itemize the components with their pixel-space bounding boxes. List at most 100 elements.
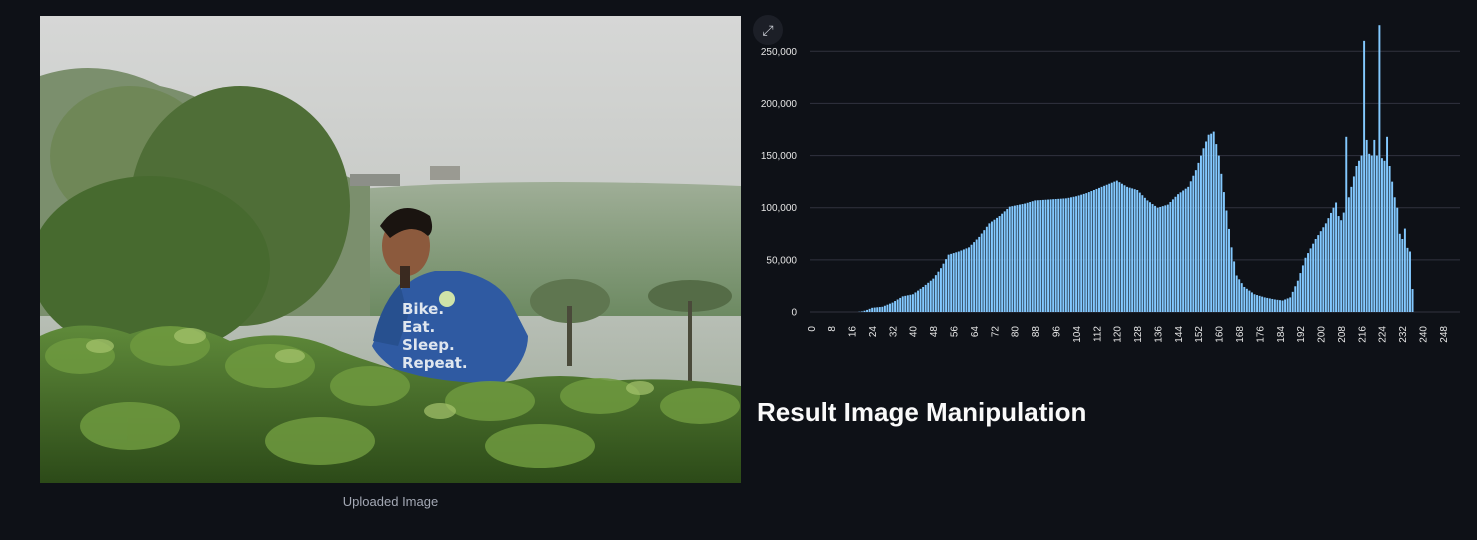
shirt-text-3: Sleep. bbox=[402, 336, 455, 354]
histogram-bar bbox=[1289, 297, 1292, 312]
x-tick-label: 128 bbox=[1133, 326, 1144, 343]
histogram-bar bbox=[1075, 196, 1078, 312]
histogram-bar bbox=[940, 268, 942, 312]
expand-icon[interactable]: ⤢ bbox=[753, 15, 783, 45]
histogram-bar bbox=[883, 305, 886, 312]
histogram-bar bbox=[1304, 257, 1307, 312]
histogram-bar bbox=[1225, 210, 1228, 312]
x-tick-label: 168 bbox=[1235, 326, 1246, 343]
histogram-bar bbox=[996, 217, 999, 312]
histogram-bar bbox=[998, 216, 1001, 312]
histogram-bar bbox=[1253, 294, 1256, 312]
histogram-bar bbox=[945, 259, 948, 312]
histogram-bar bbox=[1342, 212, 1345, 312]
x-tick-label: 200 bbox=[1317, 326, 1328, 343]
histogram-bar bbox=[919, 288, 922, 312]
histogram-bar bbox=[1207, 134, 1210, 312]
image-caption: Uploaded Image bbox=[342, 494, 439, 509]
histogram-bar bbox=[1273, 299, 1276, 312]
histogram-bar bbox=[1008, 206, 1011, 312]
x-tick-label: 88 bbox=[1031, 326, 1042, 338]
histogram-bar bbox=[881, 306, 884, 312]
histogram-bar bbox=[1335, 202, 1338, 312]
histogram-bar bbox=[1001, 213, 1004, 312]
histogram-bar bbox=[1215, 144, 1218, 312]
histogram-bar bbox=[1184, 188, 1187, 312]
histogram-bar bbox=[1307, 253, 1309, 312]
histogram-bar bbox=[1365, 139, 1368, 312]
histogram-bar bbox=[871, 307, 874, 312]
histogram-bar bbox=[917, 290, 919, 312]
histogram-bar bbox=[1072, 196, 1075, 312]
histogram-bar bbox=[985, 226, 988, 312]
histogram-bar bbox=[1149, 202, 1151, 312]
histogram-bar bbox=[1036, 200, 1039, 312]
histogram-bar bbox=[1220, 173, 1223, 312]
histogram-bar bbox=[1052, 199, 1055, 312]
histogram-bar bbox=[1358, 160, 1360, 312]
histogram-bar bbox=[1031, 201, 1034, 312]
histogram-bar bbox=[932, 278, 935, 312]
histogram-bar bbox=[1368, 153, 1371, 312]
histogram-bar bbox=[927, 282, 930, 312]
histogram-bar bbox=[952, 253, 955, 312]
histogram-bar bbox=[1301, 265, 1304, 312]
histogram-bar bbox=[1115, 180, 1118, 312]
histogram-bar bbox=[1256, 295, 1259, 312]
histogram-bar bbox=[1396, 207, 1399, 312]
histogram-bar bbox=[1202, 148, 1205, 312]
x-tick-label: 176 bbox=[1255, 326, 1266, 343]
histogram-bar bbox=[965, 248, 968, 312]
histogram-bar bbox=[1126, 186, 1129, 312]
histogram-bar bbox=[911, 294, 914, 312]
histogram-bar bbox=[1403, 228, 1406, 312]
uploaded-image: Bike. Eat. Sleep. Repeat. bbox=[40, 16, 741, 483]
histogram-bar bbox=[1019, 204, 1021, 312]
histogram-bar bbox=[1263, 297, 1266, 312]
histogram-bar bbox=[1011, 206, 1014, 312]
histogram-bar bbox=[1378, 25, 1381, 313]
histogram-bar bbox=[1317, 235, 1320, 312]
histogram-bar bbox=[1322, 227, 1325, 312]
histogram-bar bbox=[1243, 286, 1246, 312]
histogram-bar bbox=[973, 242, 976, 312]
shirt-text-1: Bike. bbox=[402, 300, 444, 318]
histogram-bar bbox=[1212, 131, 1215, 312]
histogram-bar bbox=[1098, 187, 1100, 312]
histogram-bar bbox=[1171, 199, 1174, 312]
histogram-bar bbox=[1047, 199, 1049, 312]
histogram-bar bbox=[1324, 223, 1327, 312]
histogram-bar bbox=[1383, 160, 1386, 312]
histogram-bar bbox=[886, 304, 889, 312]
histogram-bar bbox=[906, 295, 909, 312]
histogram-bar bbox=[1108, 183, 1111, 312]
histogram-bar bbox=[1319, 231, 1322, 312]
histogram-bar bbox=[1085, 193, 1088, 312]
histogram-bar bbox=[1064, 198, 1067, 312]
histogram-bar bbox=[1228, 228, 1230, 312]
histogram-bar bbox=[1113, 181, 1116, 312]
x-tick-label: 32 bbox=[888, 326, 899, 338]
histogram-bar bbox=[980, 233, 983, 312]
histogram-bar bbox=[1375, 155, 1378, 312]
histogram-bar bbox=[1118, 182, 1121, 312]
histogram-bar bbox=[1222, 192, 1225, 312]
histogram-bar bbox=[1156, 207, 1159, 312]
histogram-bar bbox=[1161, 206, 1164, 312]
x-tick-label: 8 bbox=[827, 326, 838, 332]
x-tick-label: 96 bbox=[1051, 326, 1062, 338]
histogram-bar bbox=[983, 230, 986, 312]
x-tick-label: 72 bbox=[990, 326, 1001, 338]
histogram-bar bbox=[968, 247, 970, 312]
histogram-bar bbox=[1029, 201, 1032, 312]
histogram-bar bbox=[1179, 192, 1182, 312]
histogram-bar bbox=[1059, 198, 1062, 312]
histogram-bar bbox=[1217, 155, 1220, 312]
histogram-bar bbox=[1248, 290, 1251, 312]
histogram-bar bbox=[894, 301, 897, 312]
histogram-bar bbox=[1261, 296, 1264, 312]
x-tick-label: 64 bbox=[970, 326, 981, 338]
histogram-bar bbox=[1016, 205, 1019, 312]
x-tick-label: 40 bbox=[909, 326, 920, 338]
histogram-bar bbox=[1062, 198, 1065, 312]
